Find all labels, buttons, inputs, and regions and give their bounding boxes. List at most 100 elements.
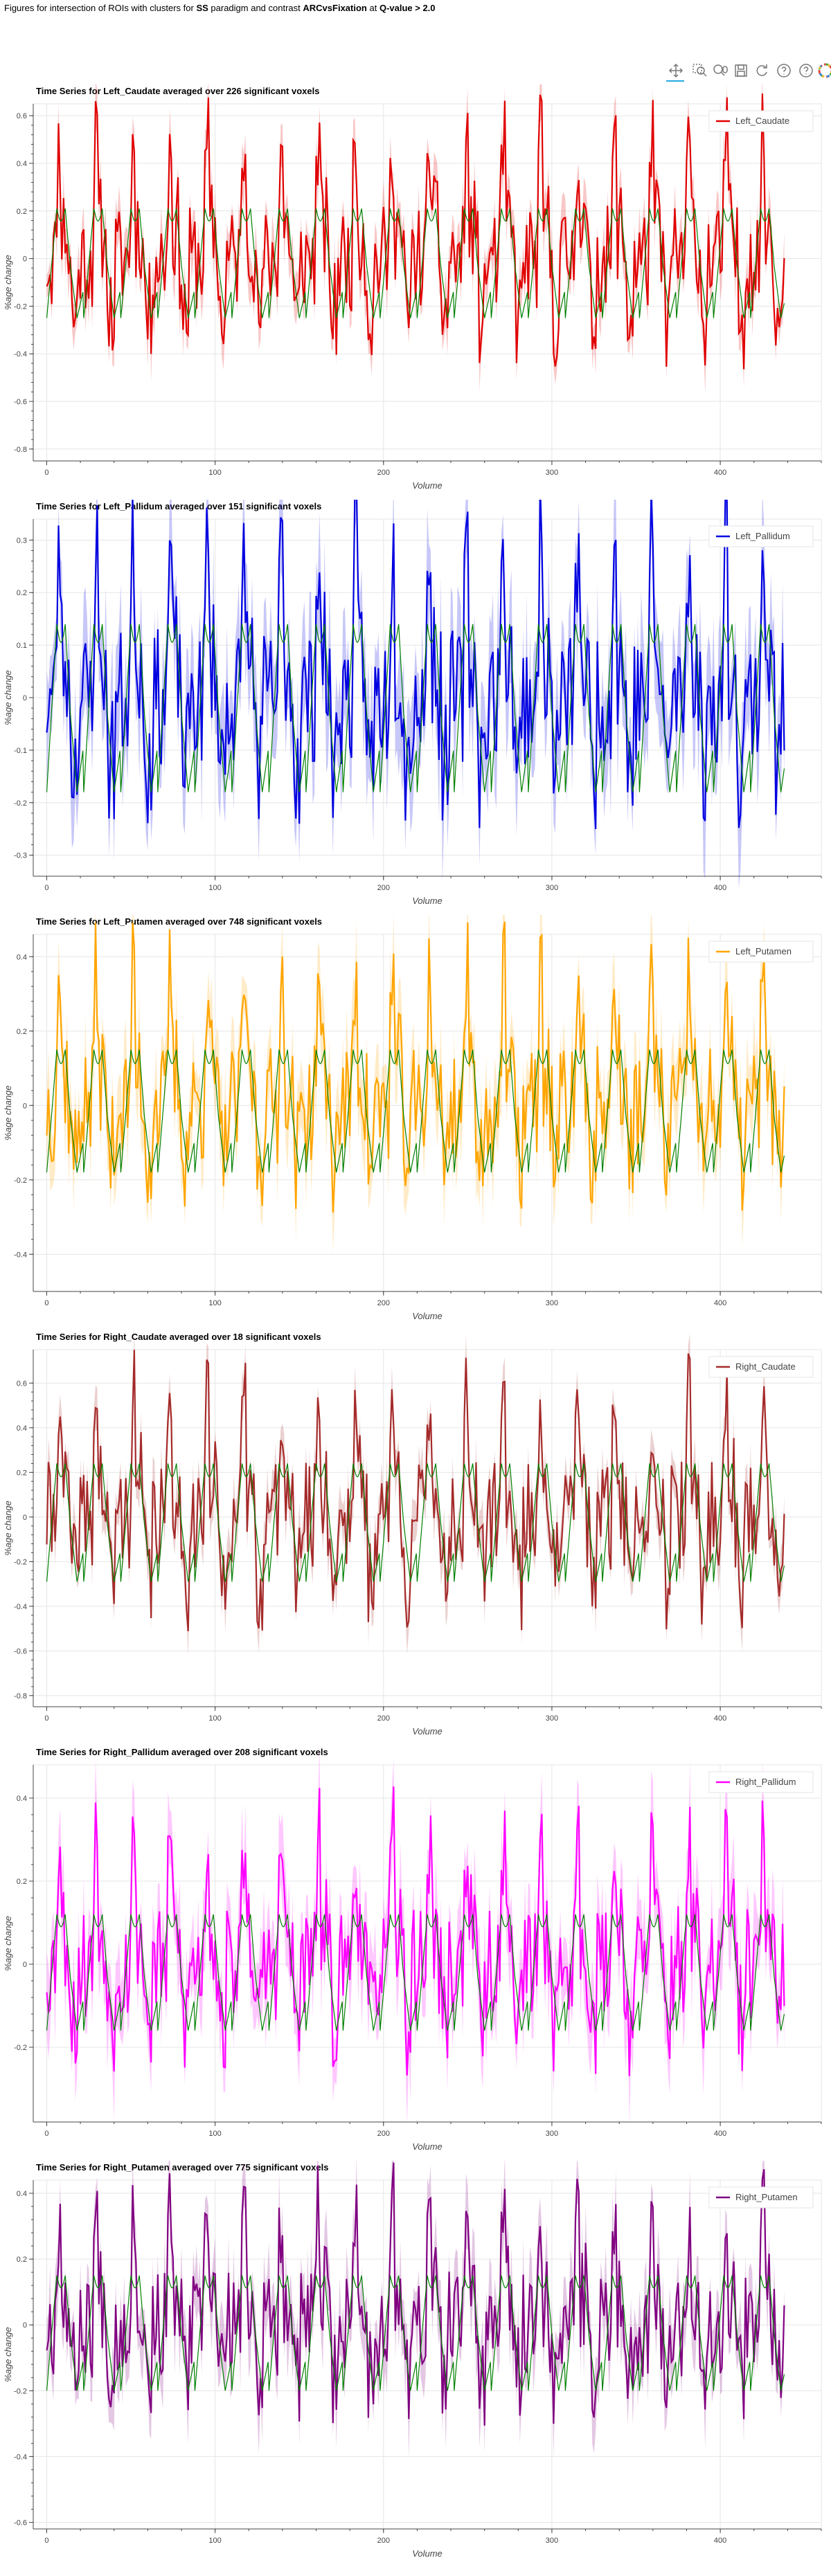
timeseries-chart[interactable]: Time Series for Right_Pallidum averaged … <box>0 1745 831 2161</box>
y-tick-label: -0.2 <box>14 1177 27 1185</box>
page-title: Figures for intersection of ROIs with cl… <box>4 3 436 13</box>
plot-toolbar <box>666 62 831 83</box>
x-tick-label: 400 <box>714 2130 726 2138</box>
y-tick-label: -0.6 <box>14 398 27 406</box>
x-tick-label: 300 <box>546 1714 558 1723</box>
x-axis-label: Volume <box>412 896 443 906</box>
legend-label: Right_Caudate <box>735 1361 796 1372</box>
timeseries-chart[interactable]: Time Series for Left_Putamen averaged ov… <box>0 915 831 1330</box>
x-tick-label: 0 <box>44 2537 48 2545</box>
x-tick-label: 300 <box>546 2130 558 2138</box>
x-tick-label: 100 <box>208 884 221 892</box>
x-tick-label: 400 <box>714 2537 726 2545</box>
y-tick-label: 0.4 <box>17 160 27 168</box>
model-line <box>46 1463 785 1582</box>
plot-panel-left-pallidum[interactable]: Time Series for Left_Pallidum averaged o… <box>0 500 831 915</box>
x-tick-label: 200 <box>377 884 390 892</box>
y-tick-label: 0.4 <box>17 1424 27 1433</box>
plot-panel-right-pallidum[interactable]: Time Series for Right_Pallidum averaged … <box>0 1745 831 2161</box>
x-tick-label: 100 <box>208 469 221 477</box>
y-tick-label: 0.6 <box>17 112 27 120</box>
y-tick-label: 0.1 <box>17 642 27 650</box>
title-paradigm: SS <box>196 3 208 13</box>
x-tick-label: 200 <box>377 2537 390 2545</box>
timeseries-chart[interactable]: Time Series for Left_Pallidum averaged o… <box>0 500 831 915</box>
box-zoom-icon[interactable] <box>691 62 708 79</box>
x-tick-label: 400 <box>714 884 726 892</box>
title-at: at <box>369 3 377 13</box>
chart-title: Time Series for Right_Putamen averaged o… <box>36 2162 328 2173</box>
y-tick-label: 0 <box>23 694 27 702</box>
legend-label: Left_Caudate <box>735 116 789 126</box>
x-tick-label: 0 <box>44 2130 48 2138</box>
plot-panel-left-caudate[interactable]: Time Series for Left_Caudate averaged ov… <box>0 84 831 500</box>
chart-title: Time Series for Right_Pallidum averaged … <box>36 1747 328 1757</box>
y-tick-label: -0.8 <box>14 1692 27 1700</box>
series-line <box>46 500 785 829</box>
y-tick-label: 0 <box>23 1102 27 1110</box>
help-icon[interactable] <box>798 62 814 79</box>
x-tick-label: 100 <box>208 1299 221 1307</box>
model-line <box>46 1049 785 1173</box>
y-tick-label: -0.2 <box>14 302 27 311</box>
timeseries-chart[interactable]: Time Series for Left_Caudate averaged ov… <box>0 84 831 500</box>
y-tick-label: -0.4 <box>14 1603 27 1611</box>
y-axis-label: %age change <box>3 1085 13 1141</box>
x-tick-label: 0 <box>44 884 48 892</box>
error-band <box>46 84 785 393</box>
chart-title: Time Series for Right_Caudate averaged o… <box>36 1332 321 1342</box>
series-line <box>46 1350 785 1631</box>
plot-panel-right-caudate[interactable]: Time Series for Right_Caudate averaged o… <box>0 1330 831 1745</box>
x-axis-label: Volume <box>412 1726 443 1736</box>
save-icon[interactable] <box>733 62 749 79</box>
y-tick-label: -0.2 <box>14 2387 27 2395</box>
y-tick-label: 0.2 <box>17 1469 27 1477</box>
y-tick-label: 0 <box>23 255 27 264</box>
y-tick-label: 0 <box>23 2321 27 2330</box>
chart-title: Time Series for Left_Pallidum averaged o… <box>36 501 321 511</box>
y-tick-label: 0.2 <box>17 208 27 216</box>
x-axis-label: Volume <box>412 2548 443 2559</box>
pan-icon[interactable] <box>668 62 684 79</box>
y-tick-label: 0.4 <box>17 953 27 961</box>
wheel-zoom-icon[interactable] <box>712 62 729 79</box>
y-tick-label: -0.3 <box>14 852 27 860</box>
plot-panel-left-putamen[interactable]: Time Series for Left_Putamen averaged ov… <box>0 915 831 1330</box>
series-line <box>46 1786 785 2076</box>
y-tick-label: -0.1 <box>14 747 27 755</box>
y-tick-label: -0.4 <box>14 2453 27 2461</box>
legend-label: Right_Pallidum <box>735 1777 796 1787</box>
model-line <box>46 1914 785 2031</box>
y-tick-label: 0.3 <box>17 536 27 545</box>
title-prefix: Figures for intersection of ROIs with cl… <box>4 3 194 13</box>
reset-icon[interactable] <box>753 62 770 79</box>
y-tick-label: -0.6 <box>14 2519 27 2527</box>
y-axis-label: %age change <box>3 255 13 310</box>
y-axis-label: %age change <box>3 1916 13 1971</box>
title-qvalue: Q-value > 2.0 <box>379 3 436 13</box>
timeseries-chart[interactable]: Time Series for Right_Caudate averaged o… <box>0 1330 831 1745</box>
y-tick-label: 0.2 <box>17 1028 27 1036</box>
x-tick-label: 400 <box>714 1299 726 1307</box>
model-line <box>46 2275 785 2391</box>
x-tick-label: 300 <box>546 1299 558 1307</box>
x-tick-label: 200 <box>377 469 390 477</box>
x-axis-label: Volume <box>412 2141 443 2152</box>
active-tool-indicator <box>666 80 684 82</box>
x-tick-label: 0 <box>44 469 48 477</box>
chart-title: Time Series for Left_Caudate averaged ov… <box>36 86 319 96</box>
legend-label: Left_Putamen <box>735 946 792 956</box>
x-tick-label: 200 <box>377 1714 390 1723</box>
x-tick-label: 400 <box>714 1714 726 1723</box>
x-tick-label: 100 <box>208 2130 221 2138</box>
bokeh-logo-icon[interactable] <box>817 62 831 79</box>
y-tick-label: -0.6 <box>14 1647 27 1656</box>
y-tick-label: 0.2 <box>17 2256 27 2264</box>
series-line <box>46 921 785 1213</box>
help-icon[interactable] <box>776 62 792 79</box>
title-contrast: ARCvsFixation <box>303 3 367 13</box>
chart-title: Time Series for Left_Putamen averaged ov… <box>36 916 322 927</box>
timeseries-chart[interactable]: Time Series for Right_Putamen averaged o… <box>0 2161 831 2569</box>
y-tick-label: 0.2 <box>17 1878 27 1886</box>
plot-panel-right-putamen[interactable]: Time Series for Right_Putamen averaged o… <box>0 2161 831 2576</box>
